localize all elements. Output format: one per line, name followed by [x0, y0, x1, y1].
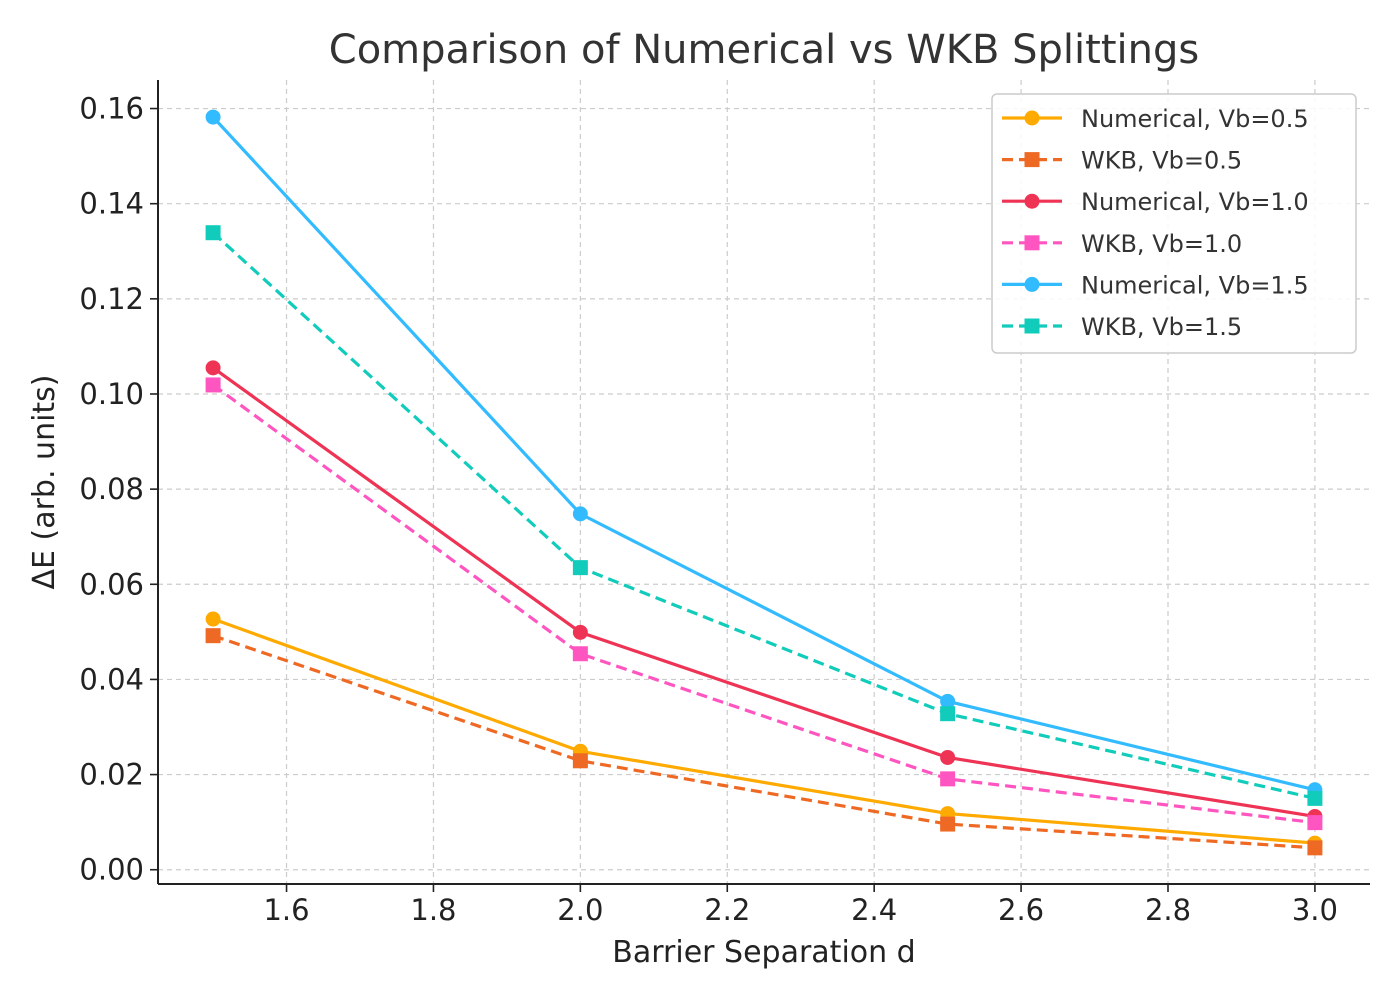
series-4-point	[940, 771, 956, 787]
x-tick-label: 1.6	[263, 893, 309, 927]
series-6-point	[572, 560, 588, 576]
x-tick-label: 2.6	[998, 893, 1044, 927]
y-tick-label: 0.14	[79, 187, 144, 221]
series-4-point	[205, 377, 221, 393]
y-tick-label: 0.08	[79, 472, 144, 506]
legend-marker-swatch	[1024, 276, 1040, 292]
legend-entries: Numerical, Vb=0.5 WKB, Vb=0.5 Numerical, V…	[1002, 105, 1309, 341]
series-line-1	[212, 617, 1316, 845]
series-markers	[205, 109, 1323, 856]
series-5-point	[205, 109, 221, 125]
legend-marker-swatch	[1024, 318, 1040, 334]
legend: Numerical, Vb=0.5 WKB, Vb=0.5 Numerical, V…	[991, 93, 1357, 354]
series-6-point	[1307, 790, 1323, 806]
series-1-point	[205, 611, 221, 627]
legend-label: Numerical, Vb=1.0	[1081, 188, 1309, 216]
legend-entry: Numerical, Vb=1.0	[1002, 188, 1309, 216]
legend-marker-swatch	[1024, 235, 1040, 251]
series-line-6	[212, 231, 1316, 800]
x-tick-label: 2.4	[851, 893, 897, 927]
y-tick-label: 0.02	[79, 758, 144, 792]
series-4-point	[1307, 815, 1323, 831]
legend-marker-swatch	[1024, 193, 1040, 209]
y-tick-label: 0.00	[79, 853, 144, 887]
series-line-5	[211, 116, 1316, 792]
legend-label: WKB, Vb=1.0	[1081, 230, 1242, 258]
y-axis-ticks: 0.00 0.02 0.04 0.06 0.08 0.10 0.12 0.14 0.16	[79, 92, 158, 887]
series-2-point	[205, 628, 221, 644]
legend-frame	[991, 93, 1357, 354]
legend-label: Numerical, Vb=0.5	[1081, 105, 1309, 133]
y-tick-label: 0.04	[79, 662, 144, 696]
y-tick-label: 0.06	[79, 567, 144, 601]
series-3-point	[940, 749, 956, 765]
legend-label: Numerical, Vb=1.5	[1081, 271, 1309, 299]
chart-title: Comparison of Numerical vs WKB Splitting…	[329, 27, 1199, 73]
series-3-point	[572, 624, 588, 640]
series-5-point	[940, 693, 956, 709]
y-tick-label: 0.10	[79, 377, 144, 411]
series-lines	[211, 116, 1316, 850]
legend-entry: Numerical, Vb=1.5	[1002, 271, 1309, 299]
series-line-2	[212, 634, 1316, 850]
x-tick-label: 2.0	[557, 893, 603, 927]
x-tick-label: 3.0	[1292, 893, 1338, 927]
series-6-point	[205, 225, 221, 241]
legend-entry: WKB, Vb=1.0	[1002, 230, 1242, 258]
y-axis-label: ΔE (arb. units)	[27, 374, 62, 589]
legend-marker-swatch	[1024, 110, 1040, 126]
x-tick-label: 1.8	[410, 893, 456, 927]
legend-label: WKB, Vb=0.5	[1081, 147, 1242, 175]
legend-entry: WKB, Vb=0.5	[1002, 147, 1242, 175]
series-4-point	[572, 646, 588, 662]
series-2-point	[1307, 840, 1323, 856]
x-axis-ticks: 1.6 1.8 2.0 2.2 2.4 2.6 2.8 3.0	[263, 884, 1338, 927]
legend-entry: Numerical, Vb=0.5	[1002, 105, 1309, 133]
y-tick-label: 0.16	[79, 92, 144, 126]
legend-marker-swatch	[1024, 152, 1040, 168]
series-2-point	[572, 753, 588, 769]
y-tick-label: 0.12	[79, 282, 144, 316]
series-3-point	[205, 360, 221, 376]
series-5-point	[572, 506, 588, 522]
series-2-point	[940, 816, 956, 832]
legend-entry: WKB, Vb=1.5	[1002, 313, 1242, 341]
x-axis-label: Barrier Separation d	[612, 935, 915, 970]
series-line-4	[212, 383, 1316, 825]
x-tick-label: 2.2	[704, 893, 750, 927]
series-6-point	[940, 706, 956, 722]
x-tick-label: 2.8	[1145, 893, 1191, 927]
legend-label: WKB, Vb=1.5	[1081, 313, 1242, 341]
series-line-3	[212, 366, 1316, 819]
